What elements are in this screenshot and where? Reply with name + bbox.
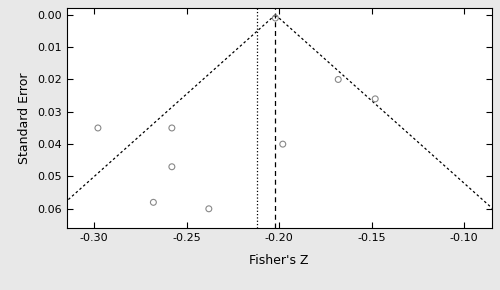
X-axis label: Fisher's Z: Fisher's Z — [250, 254, 309, 267]
Point — [371, 97, 379, 101]
Point — [150, 200, 158, 205]
Point — [272, 16, 280, 20]
Point — [205, 206, 213, 211]
Point — [94, 126, 102, 130]
Point — [168, 126, 176, 130]
Point — [279, 142, 287, 146]
Y-axis label: Standard Error: Standard Error — [18, 72, 32, 164]
Point — [334, 77, 342, 82]
Point — [168, 164, 176, 169]
